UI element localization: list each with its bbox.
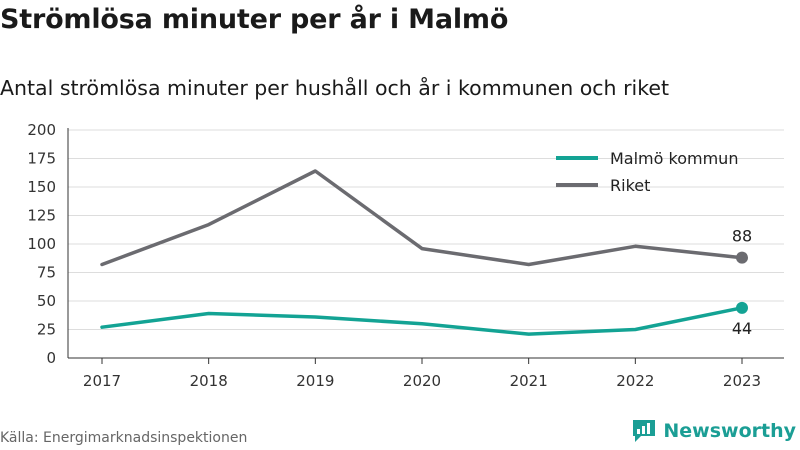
chart-title: Strömlösa minuter per år i Malmö <box>0 4 509 35</box>
y-tick-label: 0 <box>46 349 56 367</box>
y-tick-label: 200 <box>27 121 56 139</box>
end-point-riket <box>736 251 748 264</box>
x-tick-label: 2021 <box>510 372 548 390</box>
series-line-malmo-kommun <box>100 306 744 336</box>
y-tick-label: 75 <box>37 264 56 282</box>
y-tick-label: 50 <box>37 292 56 310</box>
legend: Malmö kommun Riket <box>556 149 738 195</box>
end-point-malmo-kommun <box>736 301 748 314</box>
x-tick-label: 2023 <box>723 372 761 390</box>
y-tick-label: 175 <box>27 150 56 168</box>
gridlines <box>68 129 784 330</box>
y-tick-label: 25 <box>37 321 56 339</box>
source-note: Källa: Energimarknadsinspektionen <box>0 430 248 446</box>
chart-subtitle: Antal strömlösa minuter per hushåll och … <box>0 76 669 100</box>
legend-label: Riket <box>610 176 650 195</box>
y-tick-label: 100 <box>27 235 56 253</box>
y-tick-label: 125 <box>27 207 56 225</box>
end-value-label: 88 <box>732 227 752 246</box>
x-tick-label: 2018 <box>190 372 228 390</box>
end-value-label: 44 <box>732 319 752 338</box>
x-tick-label: 2020 <box>403 372 441 390</box>
series-line-riket <box>100 169 744 267</box>
y-tick-label: 150 <box>27 178 56 196</box>
series-lines <box>100 169 748 336</box>
x-tick-label: 2022 <box>616 372 654 390</box>
brand-logo: Newsworthy <box>631 418 796 444</box>
axes: 0 25 50 75 100 125 150 175 200 2017 2018 2019 2020 20… <box>27 121 784 390</box>
x-tick-label: 2019 <box>296 372 334 390</box>
legend-label: Malmö kommun <box>610 149 738 168</box>
end-labels: 88 44 <box>732 227 752 338</box>
x-tick-label: 2017 <box>83 372 121 390</box>
newsworthy-logo-icon <box>633 420 656 442</box>
brand-name: Newsworthy <box>663 420 796 442</box>
